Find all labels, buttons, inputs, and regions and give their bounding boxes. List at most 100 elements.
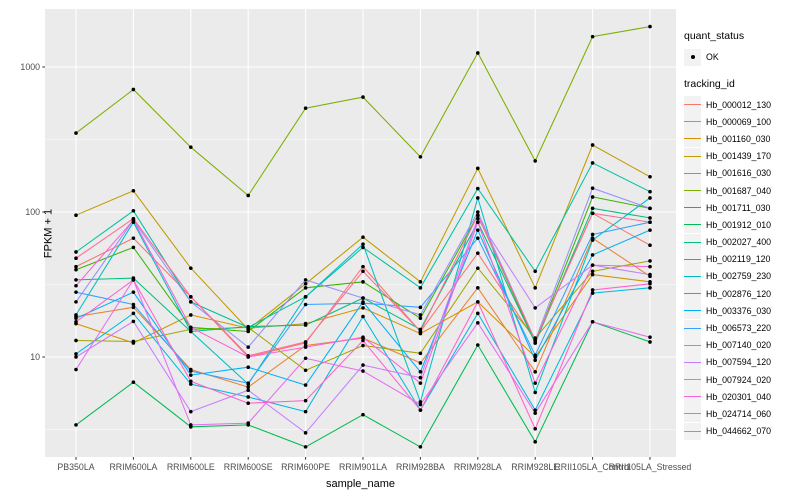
data-point bbox=[303, 340, 308, 344]
data-point bbox=[74, 352, 78, 356]
line-swatch bbox=[684, 353, 701, 371]
data-point bbox=[74, 256, 78, 261]
data-point bbox=[303, 323, 308, 327]
data-point bbox=[74, 290, 78, 294]
legend-item-label: Hb_024714_060 bbox=[706, 408, 772, 419]
data-point bbox=[303, 281, 308, 286]
data-point bbox=[246, 401, 250, 406]
legend-item-Hb_001160_030: Hb_001160_030 bbox=[684, 130, 798, 148]
data-point bbox=[131, 339, 136, 344]
data-point bbox=[74, 423, 78, 427]
data-point bbox=[590, 143, 595, 147]
line-swatch-stroke bbox=[684, 207, 701, 209]
data-point bbox=[590, 161, 595, 165]
line-swatch bbox=[684, 371, 701, 389]
line-swatch bbox=[684, 147, 701, 165]
data-point bbox=[418, 280, 423, 284]
data-point bbox=[476, 343, 480, 347]
data-point bbox=[418, 305, 423, 310]
legend-item-label: Hb_001912_010 bbox=[706, 219, 772, 230]
data-point bbox=[74, 250, 78, 254]
data-point bbox=[476, 311, 480, 316]
data-point bbox=[361, 95, 365, 99]
data-point bbox=[418, 361, 423, 365]
data-point bbox=[303, 445, 308, 449]
data-point bbox=[361, 301, 365, 305]
data-point bbox=[361, 314, 365, 319]
data-point bbox=[361, 335, 365, 339]
line-swatch-stroke bbox=[684, 104, 701, 106]
y-tick-label: 100 bbox=[25, 207, 40, 217]
data-point bbox=[590, 232, 595, 237]
data-point bbox=[131, 290, 136, 294]
point-swatch bbox=[684, 48, 701, 66]
legend-item-ok: OK bbox=[684, 48, 798, 66]
data-point bbox=[246, 381, 250, 385]
data-point bbox=[131, 216, 136, 221]
data-point bbox=[246, 345, 250, 349]
legend-item-Hb_007594_120: Hb_007594_120 bbox=[684, 353, 798, 371]
data-point bbox=[361, 245, 365, 250]
data-point bbox=[590, 238, 595, 242]
line-swatch-stroke bbox=[684, 190, 701, 192]
data-point bbox=[590, 288, 595, 292]
x-axis-title: sample_name bbox=[325, 478, 396, 490]
data-point bbox=[476, 266, 480, 270]
data-point bbox=[303, 356, 308, 361]
data-point bbox=[189, 373, 193, 377]
line-swatch bbox=[684, 216, 701, 234]
x-tick-label: RRIM600PE bbox=[281, 462, 330, 472]
data-point bbox=[648, 286, 652, 290]
data-point bbox=[533, 426, 537, 431]
data-point bbox=[533, 338, 537, 343]
data-point bbox=[590, 269, 595, 274]
x-tick-label: RRIM928LE bbox=[511, 462, 559, 472]
data-point bbox=[131, 305, 136, 310]
data-point bbox=[131, 319, 136, 324]
line-swatch bbox=[684, 130, 701, 148]
line-swatch bbox=[684, 199, 701, 217]
legend-item-Hb_002119_120: Hb_002119_120 bbox=[684, 250, 798, 268]
legend-item-Hb_002027_400: Hb_002027_400 bbox=[684, 233, 798, 251]
line-swatch bbox=[684, 422, 701, 440]
data-point bbox=[74, 313, 78, 317]
data-point bbox=[131, 380, 136, 385]
data-point bbox=[74, 264, 78, 269]
legend-item-label: Hb_001439_170 bbox=[706, 151, 772, 162]
data-point bbox=[590, 291, 595, 295]
data-point bbox=[418, 316, 423, 321]
data-point bbox=[590, 34, 595, 39]
data-point bbox=[303, 286, 308, 290]
data-point bbox=[648, 281, 652, 286]
line-swatch-stroke bbox=[684, 310, 701, 312]
data-point bbox=[74, 316, 78, 321]
legend-item-label: Hb_001616_030 bbox=[706, 168, 772, 179]
legend-item-Hb_024714_060: Hb_024714_060 bbox=[684, 405, 798, 423]
line-swatch-stroke bbox=[684, 275, 701, 277]
data-point bbox=[361, 363, 365, 367]
legend-item-label: Hb_003376_030 bbox=[706, 305, 772, 316]
line-swatch bbox=[684, 302, 701, 320]
legend-item-label: Hb_007594_120 bbox=[706, 357, 772, 368]
line-swatch-stroke bbox=[684, 396, 701, 398]
data-point bbox=[303, 368, 308, 373]
data-point bbox=[246, 329, 250, 334]
data-point bbox=[74, 267, 78, 272]
data-point bbox=[648, 220, 652, 225]
line-swatch bbox=[684, 113, 701, 131]
data-point bbox=[590, 195, 595, 199]
data-point bbox=[476, 210, 480, 214]
data-point bbox=[418, 408, 423, 412]
data-point bbox=[533, 159, 537, 163]
legend-item-label: OK bbox=[706, 52, 719, 62]
legend-quant-status-title: quant_status bbox=[684, 30, 745, 42]
data-point bbox=[131, 311, 136, 316]
data-point bbox=[361, 338, 365, 343]
data-point bbox=[131, 236, 136, 240]
data-point bbox=[418, 381, 423, 385]
legend-tracking-items: Hb_000012_130 Hb_000069_100 Hb_001160_030 H… bbox=[684, 96, 798, 440]
legend-item-Hb_007140_020: Hb_007140_020 bbox=[684, 336, 798, 354]
legend-item-label: Hb_002119_120 bbox=[706, 254, 771, 265]
legend-item-label: Hb_002759_230 bbox=[706, 271, 772, 282]
data-point bbox=[131, 245, 136, 250]
